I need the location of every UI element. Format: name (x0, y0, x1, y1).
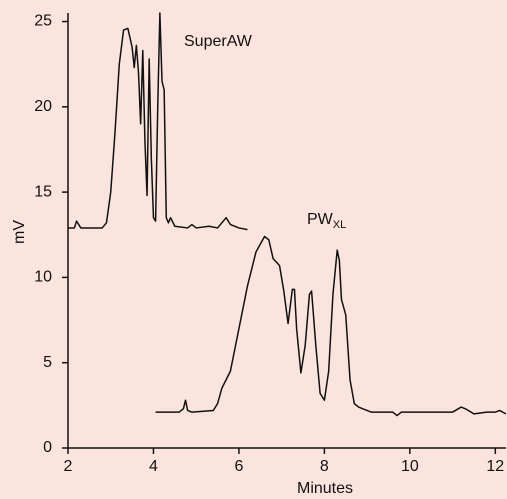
series-label: PWXL (307, 211, 346, 231)
series-line (155, 235, 507, 417)
series-line (68, 12, 248, 231)
x-tick-label: 8 (320, 458, 329, 475)
y-tick-label: 20 (34, 98, 52, 115)
x-tick-label: 4 (149, 458, 158, 475)
x-axis-label: Minutes (297, 480, 353, 497)
x-tick-label: 6 (234, 458, 243, 475)
series-label-main: PW (307, 211, 334, 228)
x-tick-label: 2 (64, 458, 73, 475)
y-tick-label: 10 (34, 269, 52, 286)
y-tick-label: 15 (34, 183, 52, 200)
x-tick-label: 10 (401, 458, 419, 475)
y-axis-label: mV (11, 220, 28, 244)
x-tick-label: 12 (486, 458, 504, 475)
series-label: SuperAW (184, 33, 253, 50)
y-tick-label: 25 (34, 13, 52, 30)
y-tick-label: 5 (43, 354, 52, 371)
y-tick-label: 0 (43, 439, 52, 456)
series-label-sub: XL (333, 219, 346, 231)
